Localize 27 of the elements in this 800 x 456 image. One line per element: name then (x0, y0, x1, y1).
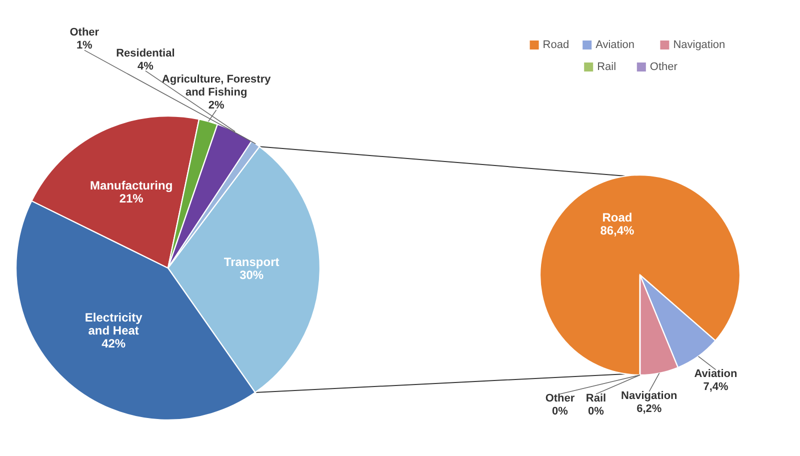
slice-label: Road (602, 210, 632, 225)
slice-label: Agriculture, Forestry and Fishing (162, 73, 272, 98)
data-label: 2% (208, 99, 224, 112)
data-label: 7,4% (703, 381, 728, 394)
slice-label: Navigation (621, 390, 678, 402)
slice-label: Aviation (694, 368, 738, 380)
text: 0% (588, 405, 604, 418)
category-label: Rail (586, 392, 606, 404)
legend-label: Other (650, 60, 678, 73)
legend-label: Navigation (673, 38, 726, 51)
data-label: 42% (102, 336, 126, 351)
legend-label: Road (542, 38, 570, 51)
data-label: 30% (240, 268, 264, 282)
slice-label: Electricity and Heat (84, 310, 143, 338)
slice-label: Residential (116, 47, 175, 60)
data-label: 6,2% (636, 402, 662, 415)
data-label: 1% (76, 40, 93, 52)
data-label: 4% (137, 60, 154, 72)
category-label: Other (545, 392, 575, 404)
slice-label: Transport (224, 255, 280, 270)
data-label: 86,4% (600, 224, 635, 238)
legend-label: Aviation (596, 38, 635, 51)
slice-label: Manufacturing (90, 178, 173, 193)
text: 0% (552, 405, 568, 418)
slice-label: Other (70, 26, 100, 39)
legend-label: Rail (597, 60, 616, 73)
data-label: 21% (119, 192, 144, 206)
